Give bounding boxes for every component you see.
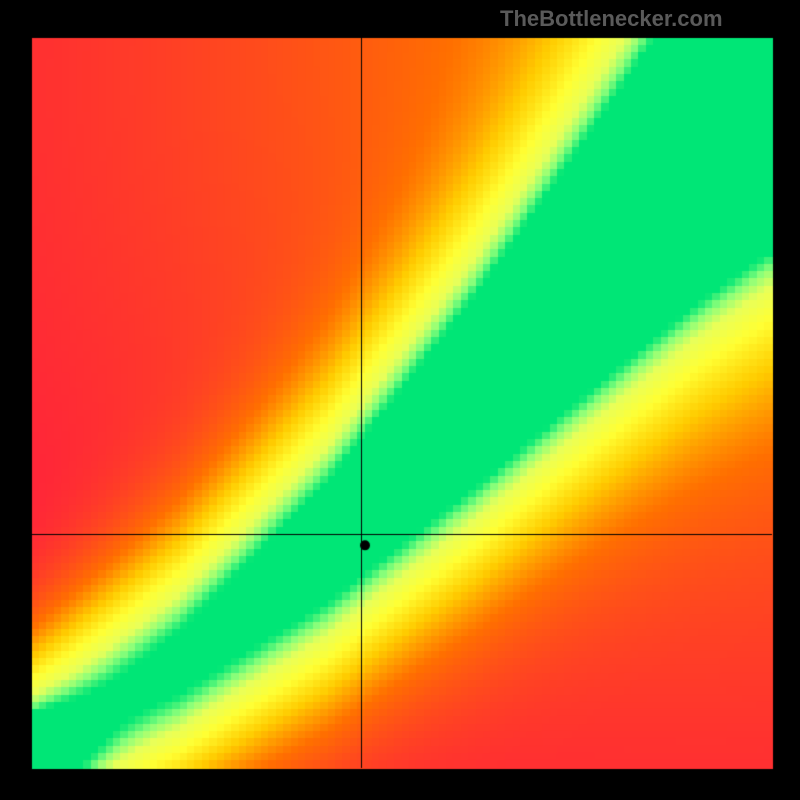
heatmap-canvas	[0, 0, 800, 800]
chart-container: TheBottlenecker.com	[0, 0, 800, 800]
